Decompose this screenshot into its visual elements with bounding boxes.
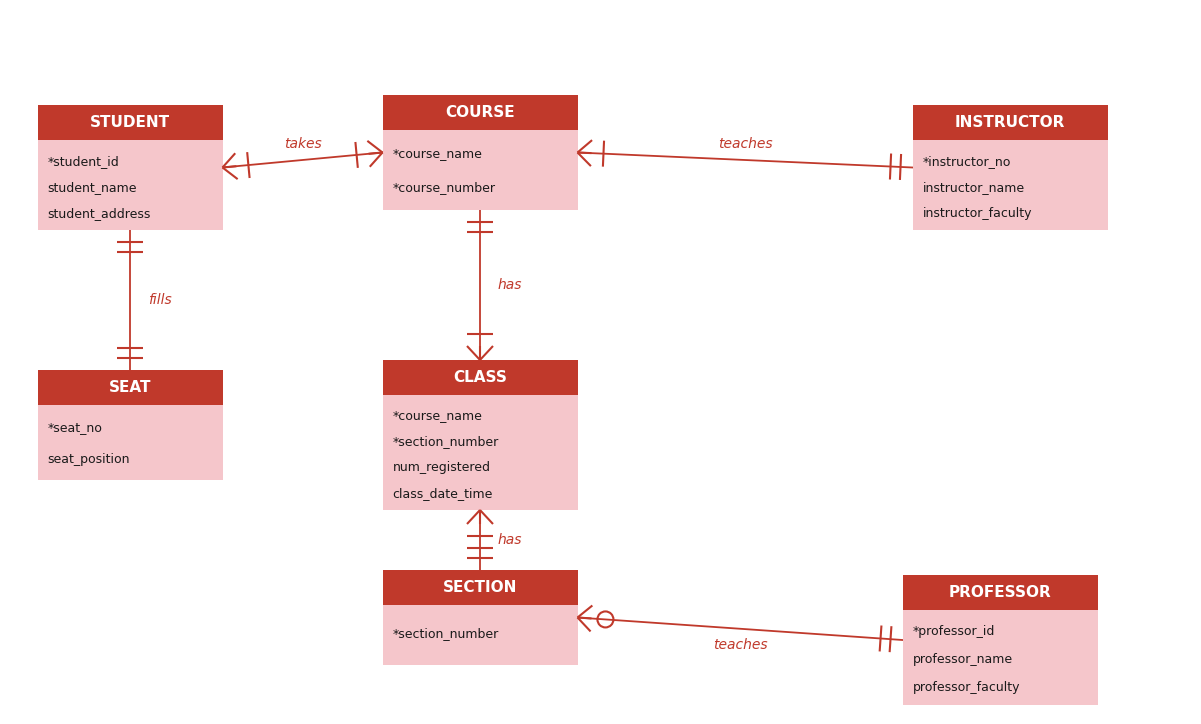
Bar [37, 140, 222, 230]
Text: student_address: student_address [48, 206, 151, 219]
Bar [902, 575, 1098, 610]
Text: *section_number: *section_number [393, 627, 498, 640]
Text: *course_name: *course_name [393, 410, 483, 423]
Text: instructor_faculty: instructor_faculty [922, 206, 1032, 219]
Bar [913, 105, 1107, 140]
Text: class_date_time: class_date_time [393, 487, 492, 500]
Text: professor_faculty: professor_faculty [913, 681, 1020, 694]
Text: has: has [497, 278, 522, 292]
Text: teaches: teaches [718, 137, 772, 151]
Text: SECTION: SECTION [443, 580, 518, 595]
Bar [382, 95, 578, 130]
Text: COURSE: COURSE [446, 105, 515, 120]
Bar [382, 130, 578, 210]
Text: *course_number: *course_number [393, 182, 496, 195]
Text: fills: fills [148, 293, 172, 307]
Bar [902, 610, 1098, 705]
Text: student_name: student_name [48, 180, 137, 193]
Text: *seat_no: *seat_no [48, 421, 102, 434]
Text: SEAT: SEAT [109, 380, 151, 395]
Text: *instructor_no: *instructor_no [922, 155, 1011, 167]
Text: *section_number: *section_number [393, 435, 498, 448]
Text: PROFESSOR: PROFESSOR [949, 585, 1051, 600]
Text: CLASS: CLASS [453, 370, 507, 385]
Bar [382, 360, 578, 395]
Text: seat_position: seat_position [48, 453, 130, 466]
Bar [382, 605, 578, 665]
Text: professor_name: professor_name [913, 653, 1012, 666]
Text: STUDENT: STUDENT [90, 115, 171, 130]
Text: *student_id: *student_id [48, 155, 119, 167]
Text: instructor_name: instructor_name [922, 180, 1024, 193]
Text: num_registered: num_registered [393, 461, 490, 474]
Text: *professor_id: *professor_id [913, 626, 994, 638]
Bar [382, 570, 578, 605]
Bar [37, 370, 222, 405]
Bar [382, 395, 578, 510]
Text: teaches: teaches [712, 638, 767, 652]
Text: INSTRUCTOR: INSTRUCTOR [955, 115, 1065, 130]
Text: takes: takes [283, 137, 322, 151]
Bar [37, 105, 222, 140]
Text: *course_name: *course_name [393, 148, 483, 161]
Bar [913, 140, 1107, 230]
Text: has: has [497, 533, 522, 547]
Bar [37, 405, 222, 480]
